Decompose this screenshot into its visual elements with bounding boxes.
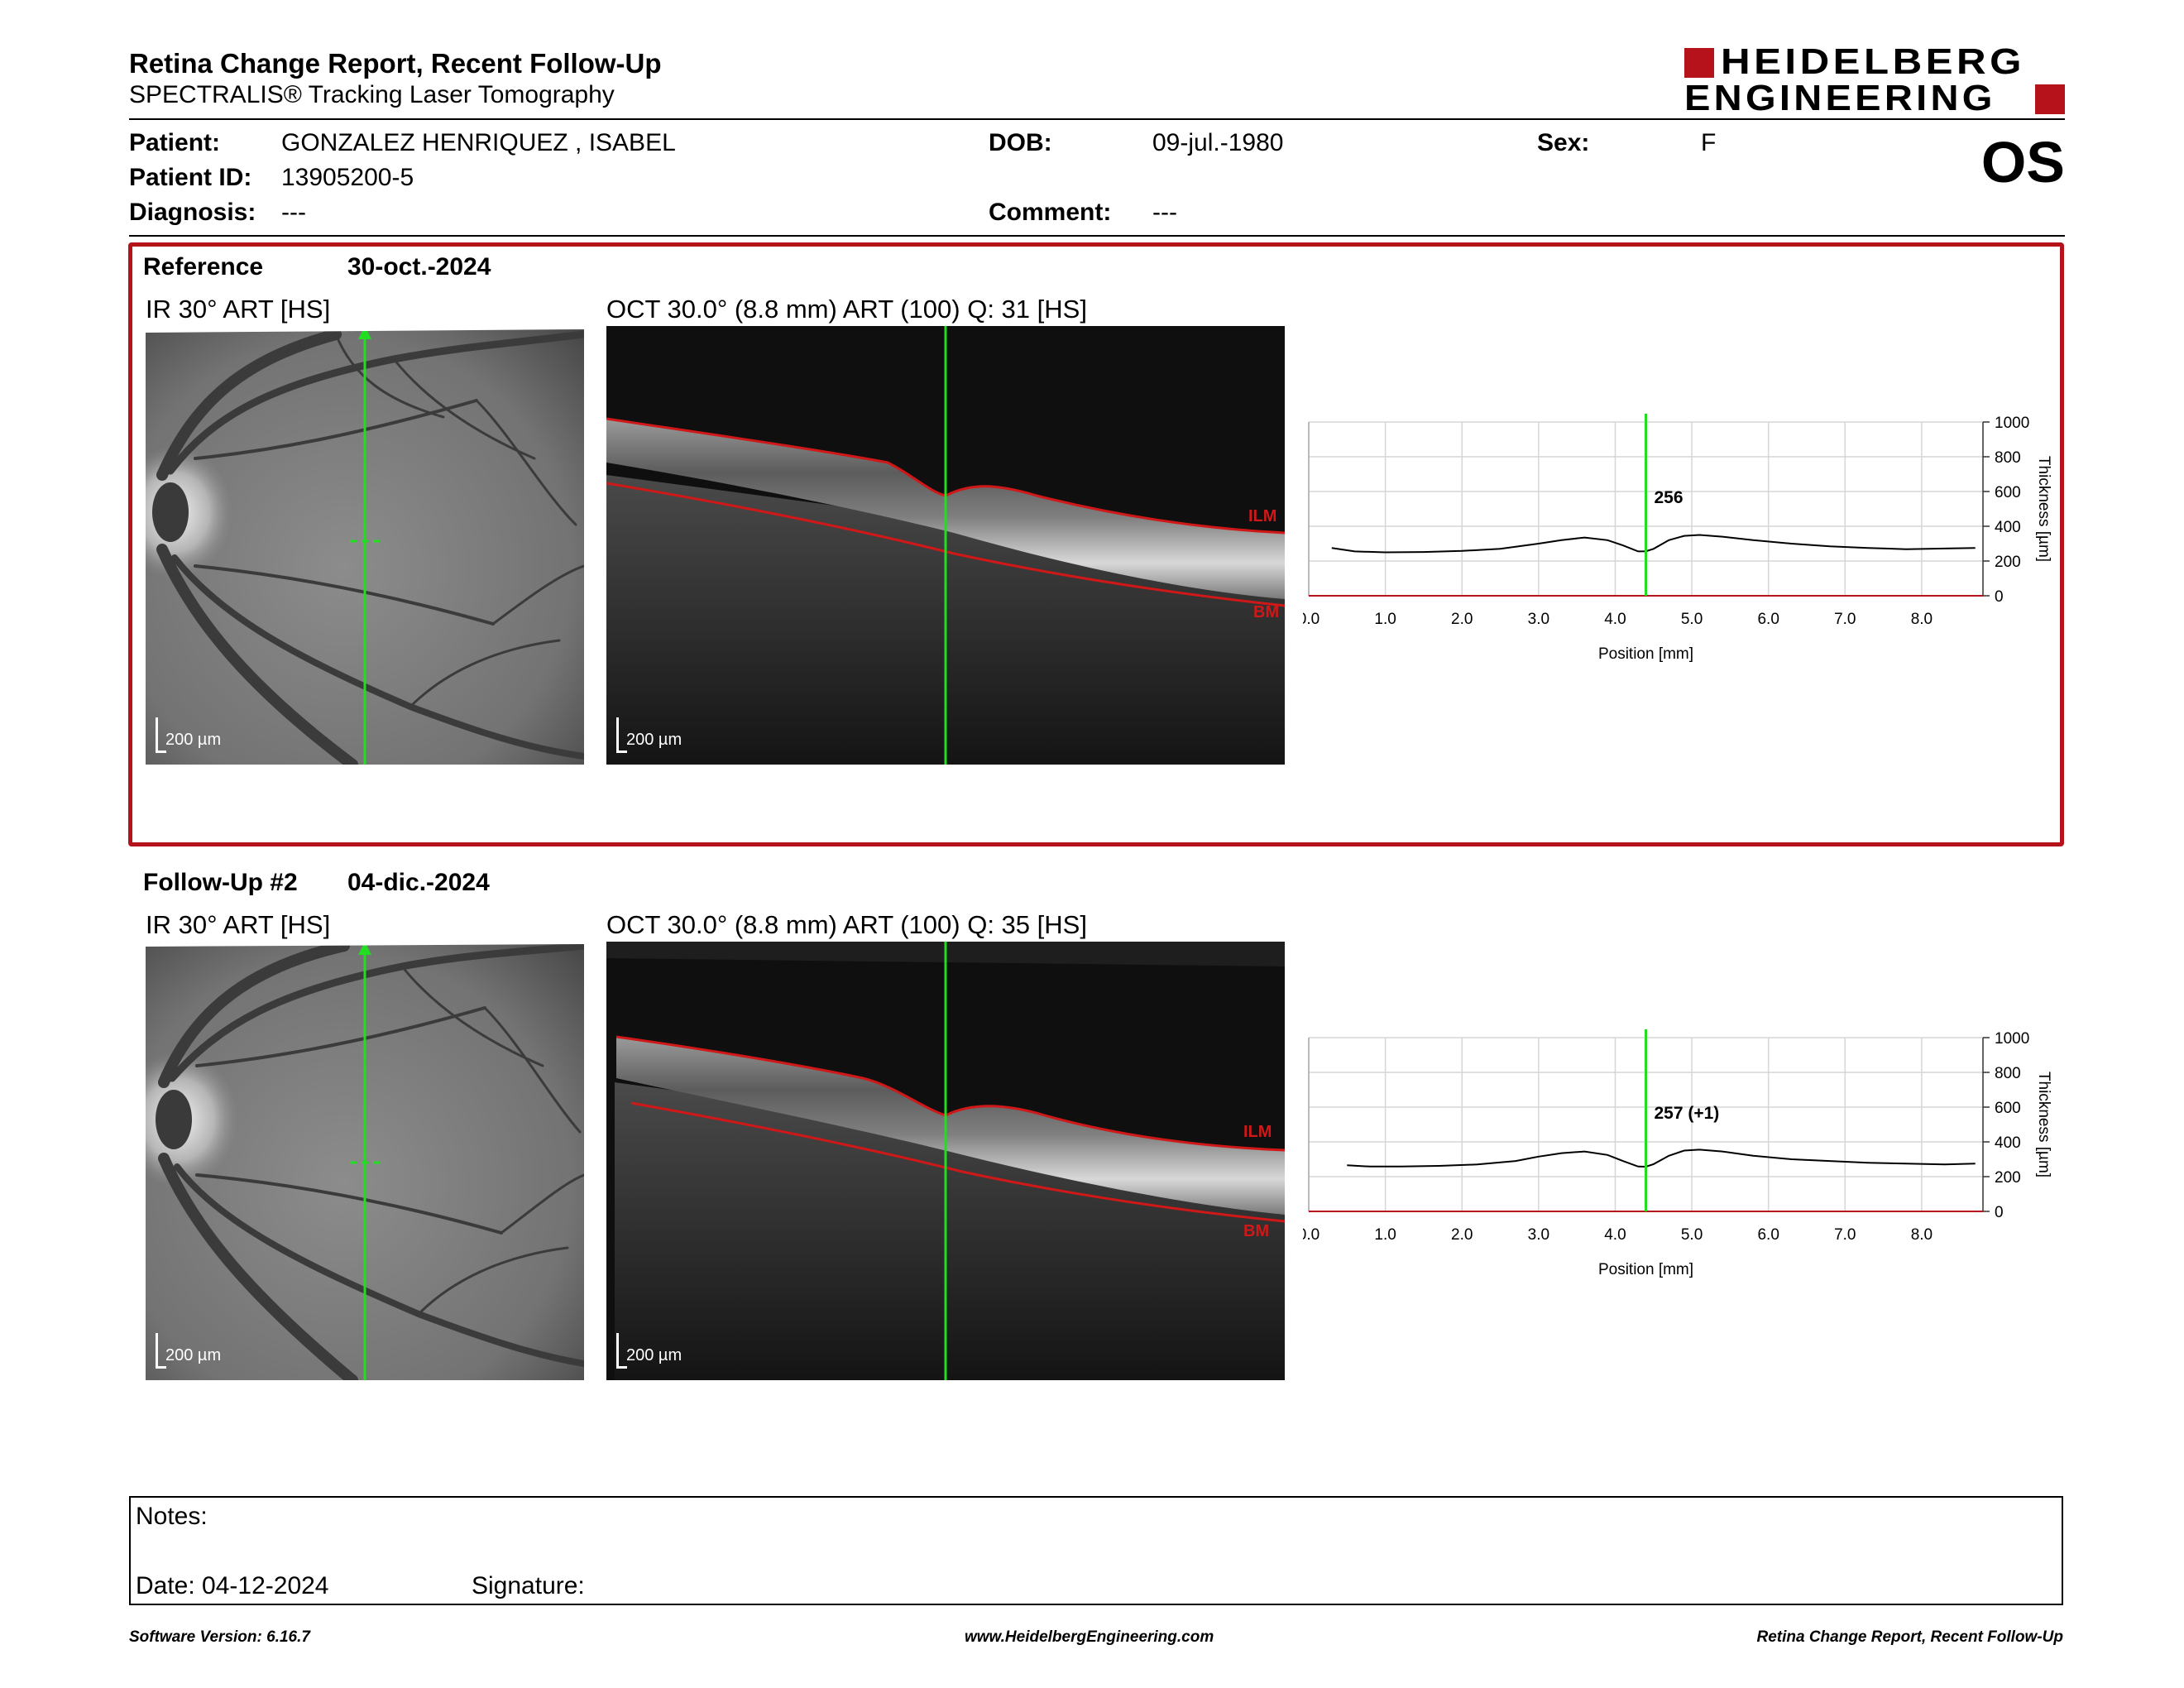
sex-label: Sex: (1537, 129, 1590, 156)
y-tick-label: 600 (1995, 484, 2021, 501)
x-tick-label: 6.0 (1757, 611, 1779, 628)
x-tick-label: 2.0 (1451, 611, 1473, 628)
y-tick-label: 0 (1995, 588, 2004, 606)
thickness-series-line (1347, 1149, 1976, 1168)
reference-date: 30-oct.-2024 (347, 253, 491, 281)
x-tick-label: 3.0 (1528, 1226, 1549, 1244)
eye-indicator: OS (1980, 130, 2065, 194)
x-tick-label: 2.0 (1451, 1226, 1473, 1244)
reference-oct-scale: 200 µm (626, 731, 682, 749)
x-tick-label: 6.0 (1757, 1226, 1779, 1244)
x-tick-label: 1.0 (1374, 1226, 1396, 1244)
reference-thickness-chart: 0 200 400 600 800 1000 0.0 1.0 2.0 3.0 4.0 5.0 6.0 7.… (1303, 414, 2052, 663)
dob-label: DOB: (989, 129, 1052, 156)
x-tick-label: 1.0 (1374, 611, 1396, 628)
followup-date: 04-dic.-2024 (347, 869, 490, 896)
reference-ir-scale: 200 µm (165, 731, 222, 749)
reference-ir-caption: IR 30° ART [HS] (146, 295, 331, 324)
notes-label: Notes: (136, 1503, 208, 1530)
diagnosis-value: --- (281, 199, 306, 226)
report-title: Retina Change Report, Recent Follow-Up (129, 48, 662, 79)
x-tick-label: 7.0 (1834, 611, 1856, 628)
y-tick-label: 400 (1995, 519, 2021, 536)
x-axis-label: Position [mm] (1598, 1261, 1693, 1278)
logo-line-2: ENGINEERING (1684, 78, 1996, 118)
x-axis-label: Position [mm] (1598, 645, 1693, 663)
patient-id-label: Patient ID: (129, 164, 252, 191)
followup-ir-fundus-image[interactable]: 200 µm (146, 942, 584, 1380)
footer-software-version: Software Version: 6.16.7 (129, 1628, 310, 1646)
followup-ir-caption: IR 30° ART [HS] (146, 910, 331, 939)
reference-label: Reference (143, 253, 264, 281)
scale-bar-icon (156, 1333, 166, 1369)
patient-id-value: 13905200-5 (281, 164, 414, 191)
marker-value-label: 257 (+1) (1655, 1104, 1720, 1123)
y-tick-label: 200 (1995, 1169, 2021, 1187)
y-tick-label: 1000 (1995, 1030, 2029, 1048)
reference-bm-label: BM (1253, 603, 1279, 621)
x-tick-label: 5.0 (1681, 1226, 1703, 1244)
x-tick-label: 3.0 (1528, 611, 1549, 628)
scale-bar-icon (616, 717, 627, 753)
reference-section-box[interactable] (128, 242, 2064, 846)
y-axis-label: Thickness [µm] (2035, 1072, 2052, 1177)
notes-date: Date: 04-12-2024 (136, 1572, 329, 1599)
logo-line-1: HEIDELBERG (1721, 41, 2025, 82)
scale-bar-icon (616, 1333, 627, 1369)
report-subtitle: SPECTRALIS® Tracking Laser Tomography (129, 81, 615, 108)
x-tick-label: 4.0 (1604, 611, 1626, 628)
header-divider (129, 118, 2065, 120)
reference-oct-caption: OCT 30.0° (8.8 mm) ART (100) Q: 31 [HS] (606, 295, 1087, 324)
reference-ilm-label: ILM (1248, 507, 1276, 525)
y-tick-label: 200 (1995, 554, 2021, 571)
x-tick-label: 8.0 (1911, 611, 1933, 628)
followup-label: Follow-Up #2 (143, 869, 298, 896)
patient-name: GONZALEZ HENRIQUEZ , ISABEL (281, 129, 676, 156)
thickness-series-line (1331, 534, 1976, 554)
followup-oct-caption: OCT 30.0° (8.8 mm) ART (100) Q: 35 [HS] (606, 910, 1087, 939)
signature-label: Signature: (472, 1572, 585, 1599)
diagnosis-label: Diagnosis: (129, 199, 256, 226)
x-tick-label: 0.0 (1303, 1226, 1320, 1244)
followup-ilm-label: ILM (1243, 1123, 1272, 1141)
reference-ir-fundus-image[interactable]: 200 µm (146, 326, 584, 765)
y-tick-label: 800 (1995, 1065, 2021, 1082)
y-tick-label: 600 (1995, 1100, 2021, 1117)
followup-ir-scale: 200 µm (165, 1346, 222, 1364)
footer-report-name: Retina Change Report, Recent Follow-Up (1756, 1628, 2063, 1646)
comment-value: --- (1152, 199, 1177, 226)
sex-value: F (1701, 129, 1717, 156)
followup-oct-scale: 200 µm (626, 1346, 682, 1364)
reference-oct-bscan-image[interactable]: ILM BM 200 µm (606, 326, 1285, 765)
heidelberg-logo: HEIDELBERG ENGINEERING (1684, 41, 2065, 118)
x-tick-label: 4.0 (1604, 1226, 1626, 1244)
followup-oct-bscan-image[interactable]: ILM BM 200 µm (606, 942, 1285, 1380)
marker-value-label: 256 (1655, 488, 1684, 507)
x-tick-label: 5.0 (1681, 611, 1703, 628)
followup-thickness-chart: 0 200 400 600 800 1000 0.0 1.0 2.0 3.0 4.0 5.0 6.0 7.… (1303, 1029, 2052, 1278)
y-axis-label: Thickness [µm] (2035, 456, 2052, 562)
x-tick-label: 0.0 (1303, 611, 1320, 628)
x-tick-label: 8.0 (1911, 1226, 1933, 1244)
scale-bar-icon (156, 717, 166, 753)
y-tick-label: 1000 (1995, 415, 2029, 432)
patient-label: Patient: (129, 129, 221, 156)
dob-value: 09-jul.-1980 (1152, 129, 1284, 156)
y-tick-label: 800 (1995, 449, 2021, 467)
patient-divider (129, 235, 2065, 237)
comment-label: Comment: (989, 199, 1112, 226)
footer-website[interactable]: www.HeidelbergEngineering.com (965, 1628, 1214, 1646)
followup-bm-label: BM (1243, 1222, 1269, 1240)
y-tick-label: 400 (1995, 1134, 2021, 1152)
x-tick-label: 7.0 (1834, 1226, 1856, 1244)
notes-box[interactable]: Notes: Date: 04-12-2024 Signature: (129, 1496, 2063, 1605)
y-tick-label: 0 (1995, 1204, 2004, 1221)
